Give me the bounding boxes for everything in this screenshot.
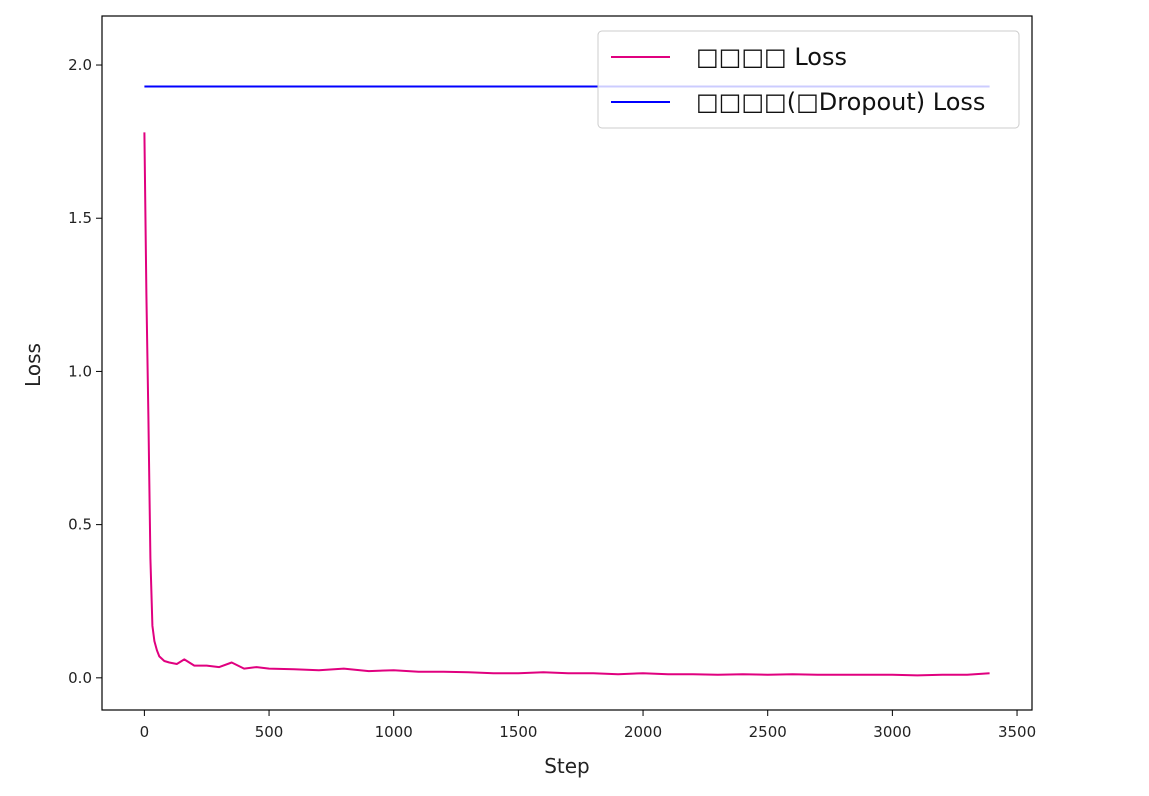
y-tick-label: 2.0 <box>68 56 92 74</box>
legend-label-1: □□□□ Loss <box>696 43 847 71</box>
y-tick-label: 0.0 <box>68 669 92 687</box>
y-tick-label: 1.0 <box>68 362 92 380</box>
legend-box <box>597 30 1020 129</box>
series-line-1 <box>143 132 990 677</box>
x-axis-label: Step <box>544 754 590 778</box>
legend: □□□□ Loss □□□□(□Dropout) Loss <box>597 30 1020 129</box>
x-axis-ticks: 0 500 1000 1500 2000 2500 3000 3500 <box>140 710 1036 741</box>
legend-label-2: □□□□(□Dropout) Loss <box>696 88 985 116</box>
x-tick-label: 2500 <box>749 723 787 741</box>
x-tick-label: 3500 <box>998 723 1036 741</box>
x-tick-label: 3000 <box>873 723 911 741</box>
x-tick-label: 2000 <box>624 723 662 741</box>
y-axis-ticks: 0.0 0.5 1.0 1.5 2.0 <box>68 56 102 687</box>
x-tick-label: 500 <box>255 723 284 741</box>
y-tick-label: 0.5 <box>68 516 92 534</box>
x-tick-label: 1000 <box>375 723 413 741</box>
x-tick-label: 1500 <box>499 723 537 741</box>
y-tick-label: 1.5 <box>68 209 92 227</box>
x-tick-label: 0 <box>140 723 150 741</box>
plot-frame <box>101 15 1033 711</box>
y-axis-label: Loss <box>21 343 45 387</box>
